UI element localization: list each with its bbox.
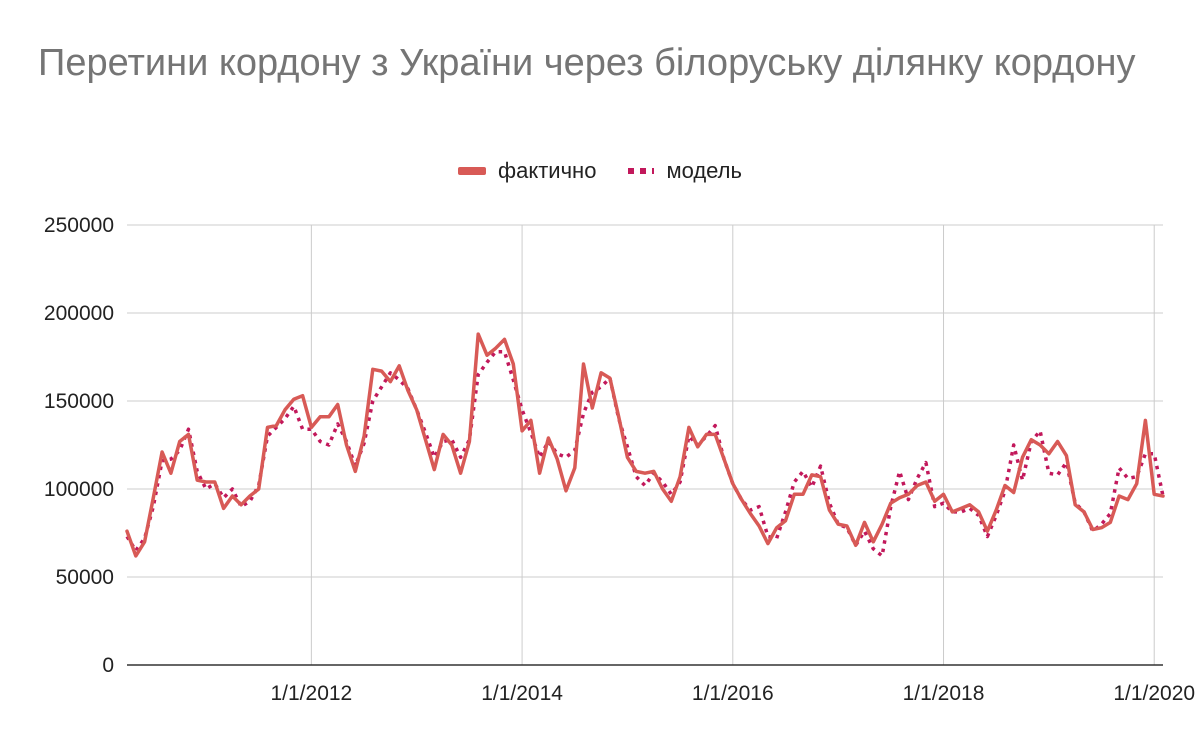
- series-group: [125, 332, 1165, 558]
- legend-label-model: модель: [666, 158, 742, 183]
- y-tick-label: 100000: [44, 478, 114, 501]
- y-axis: 0 50000 100000 150000 200000 250000: [44, 214, 114, 677]
- y-tick-label: 150000: [44, 390, 114, 413]
- x-tick-label: 1/1/2012: [270, 682, 352, 705]
- grid: [127, 224, 1163, 665]
- y-tick-label: 0: [102, 654, 114, 677]
- series-line-model: [125, 349, 1165, 558]
- y-tick-label: 200000: [44, 302, 114, 325]
- legend-swatch-actual: [458, 167, 487, 175]
- legend-label-actual: фактично: [498, 158, 597, 183]
- x-tick-label: 1/1/2016: [692, 682, 774, 705]
- x-tick-label: 1/1/2018: [903, 682, 985, 705]
- y-tick-label: 50000: [56, 566, 114, 589]
- legend-swatch-model: [628, 168, 655, 174]
- y-tick-label: 250000: [44, 214, 114, 237]
- x-tick-label: 1/1/2014: [481, 682, 563, 705]
- legend-item-actual: фактично: [458, 158, 596, 184]
- legend: фактично модель: [0, 158, 1200, 184]
- x-axis: 1/1/2012 1/1/2014 1/1/2016 1/1/2018 1/1/2020: [127, 664, 1195, 705]
- legend-item-model: модель: [626, 158, 742, 184]
- x-tick-label: 1/1/2020: [1113, 682, 1195, 705]
- chart-title: Перетини кордону з України через білорус…: [38, 42, 1136, 84]
- series-line-actual: [125, 332, 1165, 558]
